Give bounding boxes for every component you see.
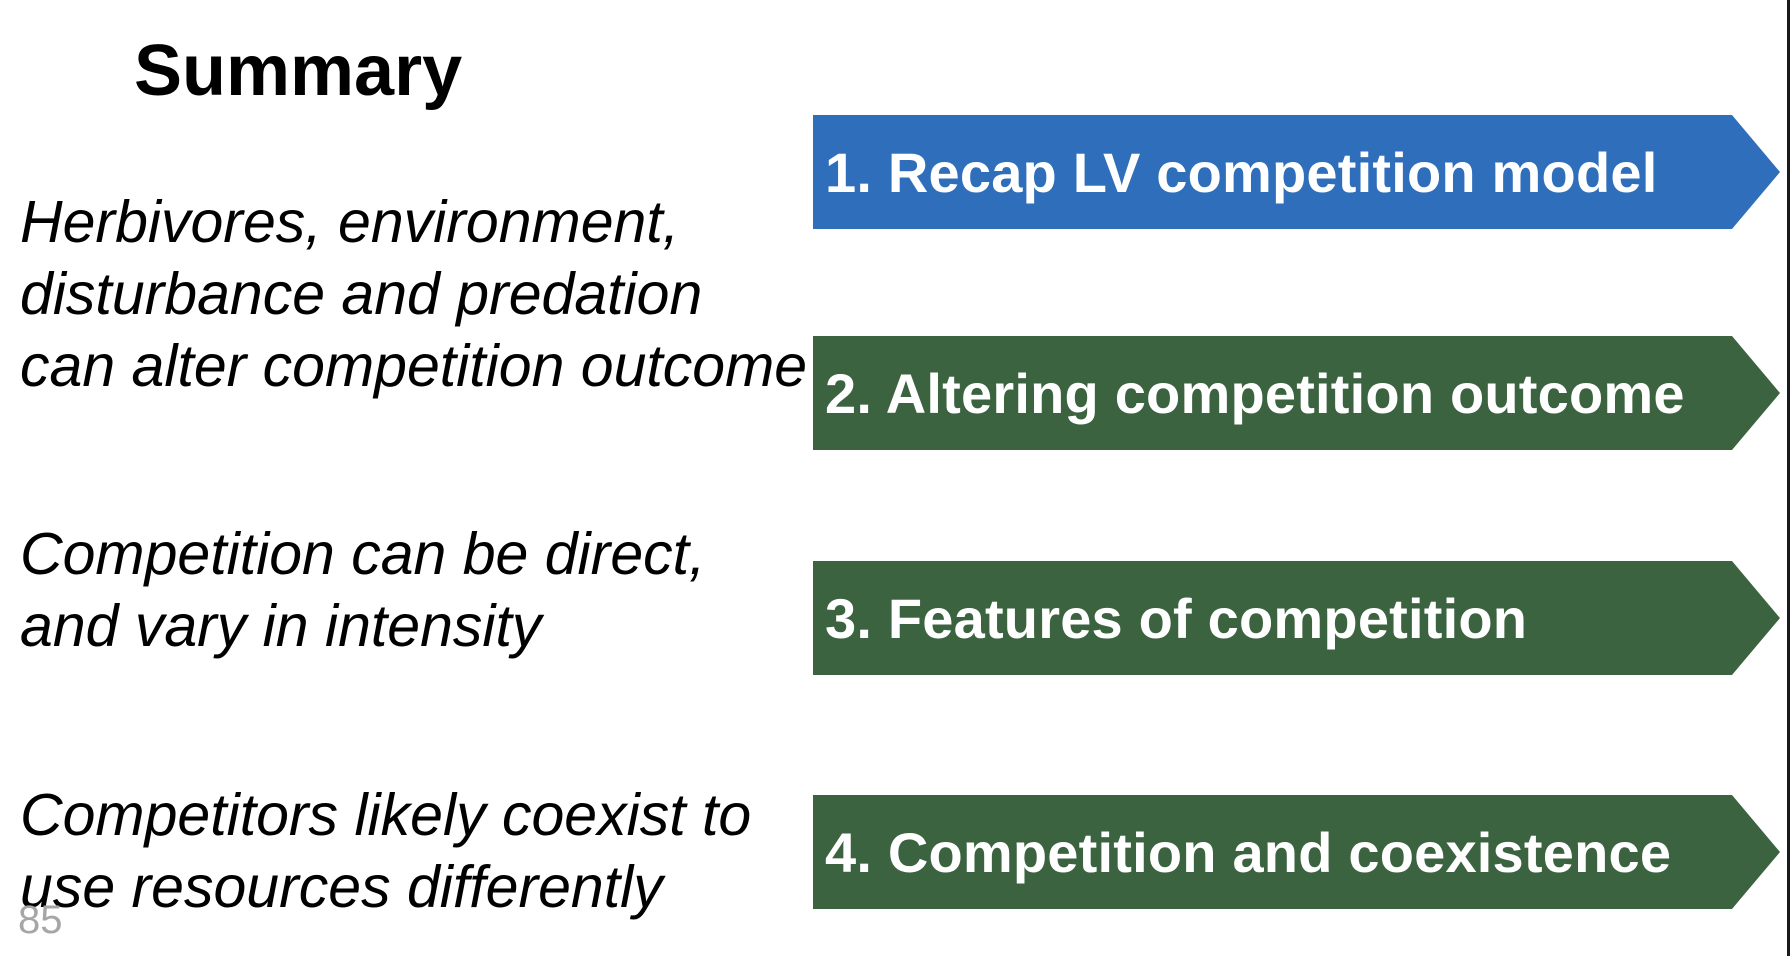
summary-point-3: Competitors likely coexist to use resour… [20,779,751,923]
slide-title: Summary [134,31,463,111]
summary-point-line: disturbance and predation [20,261,703,327]
page-number: 85 [18,898,63,942]
agenda-arrow-label: 4. Competition and coexistence [825,820,1672,884]
window-edge-divider [1787,0,1790,956]
agenda-arrow-label: 1. Recap LV competition model [825,140,1658,204]
summary-point-line: can alter competition outcome [20,333,808,399]
summary-point-line: Competitors likely coexist to [20,782,752,848]
agenda-arrow-3[interactable]: 3. Features of competition [813,561,1780,675]
agenda-arrow-1[interactable]: 1. Recap LV competition model [813,115,1780,229]
agenda-arrow-label: 2. Altering competition outcome [825,361,1685,425]
agenda-arrow-2[interactable]: 2. Altering competition outcome [813,336,1780,450]
summary-point-1: Herbivores, environment, disturbance and… [20,186,807,402]
summary-point-line: and vary in intensity [20,593,542,659]
agenda-arrow-label: 3. Features of competition [825,586,1528,650]
summary-point-line: Herbivores, environment, [20,189,680,255]
summary-point-line: Competition can be direct, [20,521,706,587]
summary-point-2: Competition can be direct, and vary in i… [20,518,705,662]
agenda-arrow-4[interactable]: 4. Competition and coexistence [813,795,1780,909]
summary-point-line: use resources differently [20,854,663,920]
